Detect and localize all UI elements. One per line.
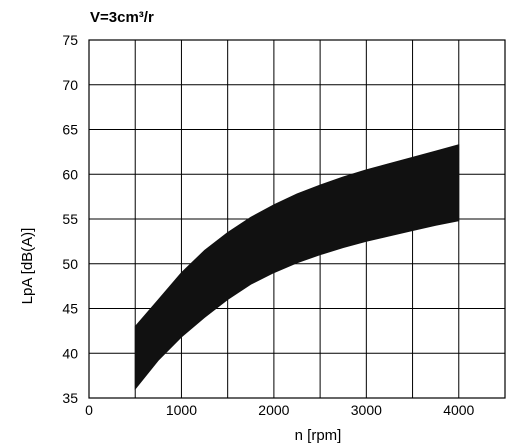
x-tick-label: 2000 [258, 402, 289, 418]
y-tick-label: 55 [62, 211, 78, 227]
y-axis-label: LpA [dB(A)] [19, 228, 36, 305]
y-tick-label: 60 [62, 166, 78, 182]
noise-band [134, 144, 460, 391]
noise-band-area [134, 144, 460, 391]
y-tick-label: 35 [62, 390, 78, 406]
plot-frame [88, 39, 506, 399]
x-tick-label: 3000 [351, 402, 382, 418]
y-tick-label: 40 [62, 345, 78, 361]
x-tick-label: 4000 [443, 402, 474, 418]
x-tick-label: 0 [85, 402, 93, 418]
x-tick-labels: 0 1000 2000 3000 4000 [85, 402, 474, 418]
y-tick-label: 65 [62, 122, 78, 138]
x-axis-label: n [rpm] [295, 427, 342, 444]
chart-title: V=3cm³/r [90, 9, 154, 26]
y-tick-label: 75 [62, 32, 78, 48]
y-tick-label: 70 [62, 77, 78, 93]
y-tick-labels: 35 40 45 50 55 60 65 70 75 [62, 32, 78, 406]
y-tick-label: 45 [62, 301, 78, 317]
x-tick-label: 1000 [166, 402, 197, 418]
y-tick-label: 50 [62, 256, 78, 272]
